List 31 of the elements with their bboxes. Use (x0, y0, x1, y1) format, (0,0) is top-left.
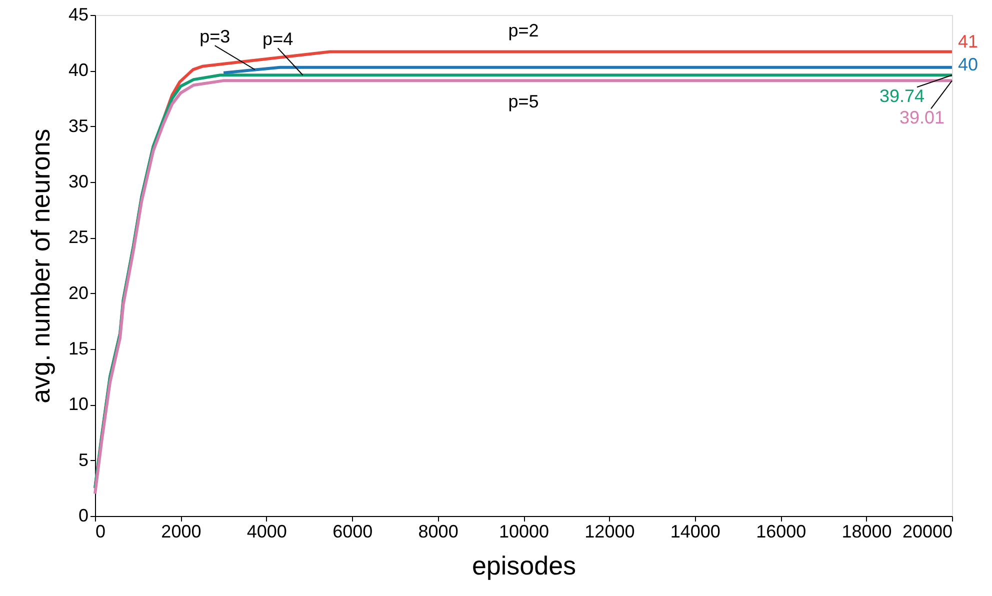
y-tick-label: 40 (68, 60, 88, 80)
y-tick-label: 10 (68, 394, 88, 414)
y-axis-title: avg. number of neurons (25, 128, 56, 404)
y-tick-label: 45 (68, 4, 88, 24)
text: 41 (958, 32, 978, 52)
annotation: p=5 (508, 92, 539, 112)
x-axis-title: episodes (472, 550, 576, 580)
annotation: p=2 (508, 20, 539, 41)
text: 40 (958, 54, 978, 74)
x-tick-label: 0 (96, 522, 106, 542)
x-tick-label: 2000 (161, 522, 202, 542)
x-tick-label: 14000 (670, 522, 720, 542)
annotation: 39.74 (879, 86, 925, 106)
y-tick-label: 5 (78, 450, 88, 470)
x-tick-label: 6000 (332, 522, 373, 542)
x-tick-label: 10000 (498, 522, 550, 542)
annotation: 39.01 (899, 108, 945, 128)
x-tick-label: 4000 (246, 522, 287, 542)
y-tick-label: 25 (68, 227, 88, 248)
y-tick-label: 15 (68, 338, 88, 358)
y-tick-label: 30 (68, 172, 88, 192)
annotation: p=3 (200, 26, 230, 47)
x-tick-label: 18000 (842, 522, 892, 542)
x-tick-label: 8000 (418, 522, 458, 542)
x-tick-label: 20000 (902, 522, 952, 542)
x-tick-label: 16000 (756, 522, 806, 542)
y-tick-label: 35 (68, 116, 88, 136)
y-tick-label: 20 (68, 282, 88, 303)
x-tick-label: 12000 (584, 522, 635, 542)
annotation: p=4 (262, 29, 294, 50)
y-tick-label: 0 (78, 506, 88, 526)
